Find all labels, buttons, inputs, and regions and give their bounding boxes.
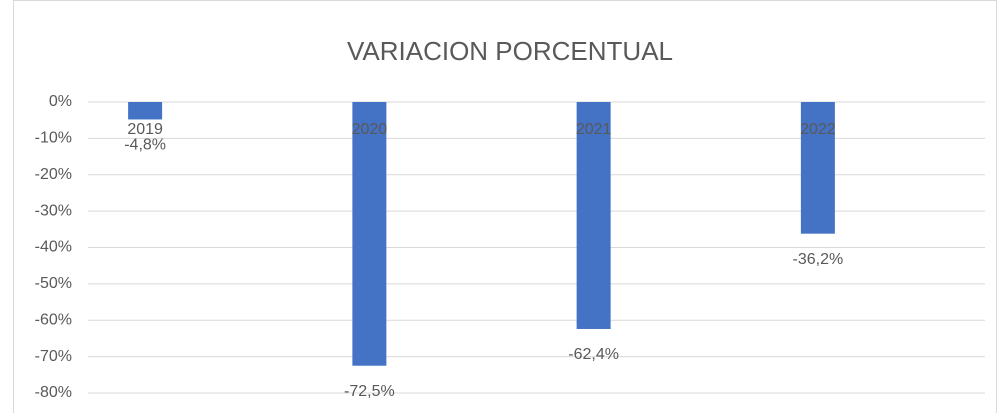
y-tick-label: -30% (35, 202, 72, 219)
chart-title: VARIACION PORCENTUAL (347, 36, 673, 66)
x-tick-label: 2019 (127, 121, 163, 138)
y-tick-label: -70% (35, 348, 72, 365)
data-label: -62,4% (568, 346, 619, 363)
y-tick-label: -20% (35, 166, 72, 183)
y-tick-label: -10% (35, 130, 72, 147)
data-label: -4,8% (124, 137, 166, 154)
bar (128, 102, 163, 120)
x-tick-label: 2022 (800, 121, 836, 138)
y-tick-label: -50% (35, 275, 72, 292)
data-label: -72,5% (344, 383, 395, 400)
y-tick-label: -80% (35, 384, 72, 401)
bar (800, 102, 835, 234)
y-tick-label: -40% (35, 239, 72, 256)
bar (576, 102, 611, 329)
data-label: -36,2% (793, 251, 844, 268)
y-tick-label: 0% (49, 93, 72, 110)
x-tick-label: 2020 (352, 121, 388, 138)
bar (352, 102, 387, 366)
x-tick-label: 2021 (576, 121, 612, 138)
y-tick-label: -60% (35, 311, 72, 328)
